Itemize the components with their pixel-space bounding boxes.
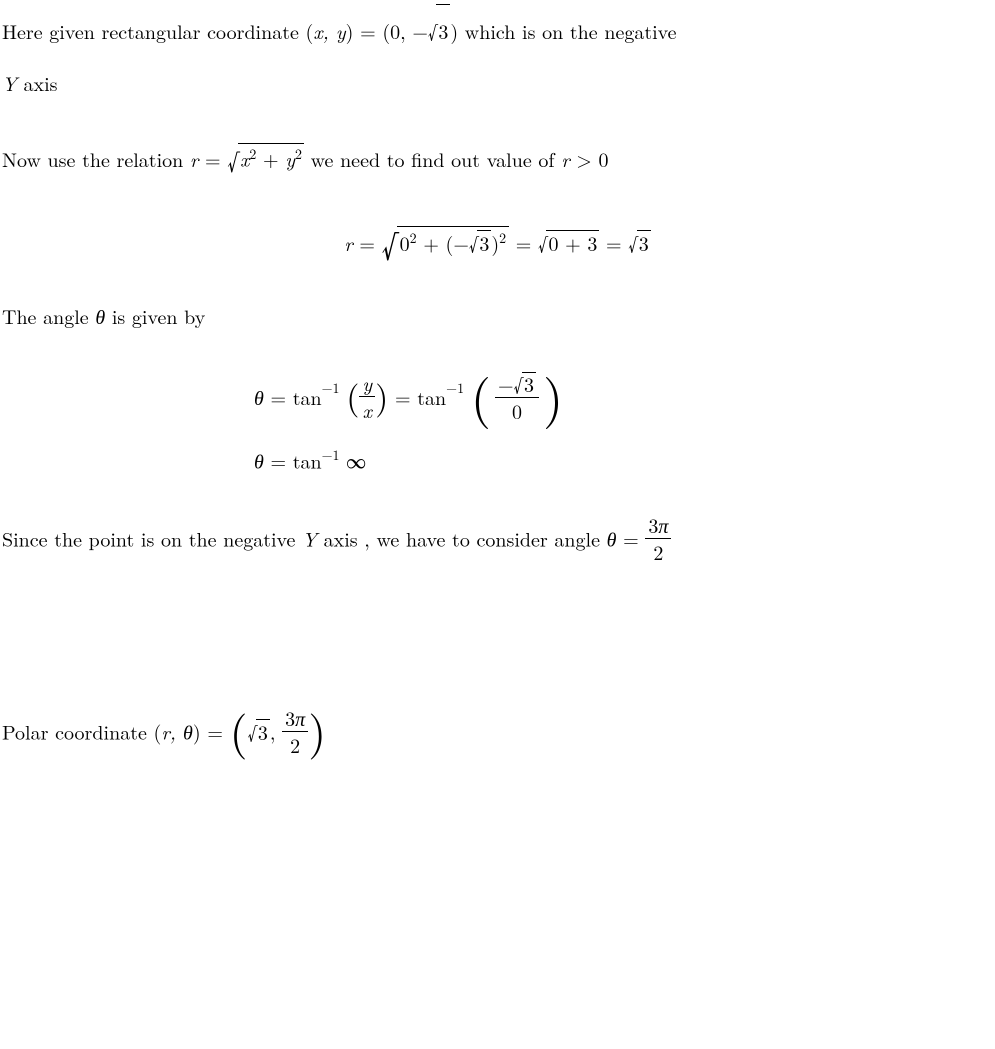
denominator: x [359,397,375,421]
sqrt-big: √02 + (−√3)2 [382,217,510,258]
var-r-theta: r, θ [161,717,193,746]
exp-2: 2 [249,144,256,164]
vertical-gap [2,573,993,647]
equation-theta-block: θ = tan−1 (yx) = tan−1 (−√30) θ = tan−1 … [254,372,993,473]
text: we need to find out value of [304,144,561,173]
paren-open-big: ( [230,697,248,762]
exp-2: 2 [499,228,506,248]
sqrt-3-inner: √3 [469,230,491,255]
text: = [509,228,538,257]
denominator: 0 [495,398,539,422]
paren-close-big: ) [543,358,563,432]
var-x: x [240,144,249,173]
paragraph-polar-coord: Polar coordinate (r, θ) = (√3, 3π2) [2,707,993,756]
text: ) which is on the negative [450,16,676,45]
numerator: −√3 [495,372,539,398]
var-y: y [285,144,295,173]
text: = [599,228,628,257]
text: Since the point is on the negative [2,524,302,553]
exp-neg1: −1 [446,378,464,398]
sqrt-3: √3 [428,4,450,57]
equation-theta-line2: θ = tan−1 ∞ [254,448,993,473]
numerator: 3π [282,707,308,732]
text: ) [491,228,499,257]
paren-open-big: ( [471,358,491,432]
text: is given by [105,301,205,330]
num-0: 0 [400,228,410,257]
frac-3pi-2: 3π2 [282,707,308,756]
radicand: 3 [522,372,536,395]
paragraph-angle: The angle θ is given by [2,304,993,328]
text: + (− [417,228,469,257]
text: = tan [264,382,322,411]
equation-theta-line1: θ = tan−1 (yx) = tan−1 (−√30) [254,372,993,422]
paren-open: ( [346,371,359,419]
exp-neg1: −1 [322,445,340,465]
text: axis [17,68,58,97]
text: = [353,228,382,257]
text: = [198,144,227,173]
numerator: 3π [645,514,671,539]
text: ) = [193,717,230,746]
numerator: y [359,372,375,397]
text: > 0 [570,144,609,173]
denominator: 2 [645,539,671,563]
sqrt-3-result: √3 [628,230,650,255]
paren-close-big: ) [308,697,326,762]
minus: − [498,369,514,398]
document-page: Here given rectangular coordinate (x, y)… [0,0,995,794]
denominator: 2 [282,732,308,756]
radicand: 3 [436,4,450,57]
text [464,382,471,411]
text: = [616,524,645,553]
text: = tan [264,445,322,474]
var-theta: θ [254,382,264,411]
var-theta: θ [254,445,264,474]
exp-2: 2 [295,144,302,164]
comma: , [270,717,282,746]
paragraph-since: Since the point is on the negative Y axi… [2,514,993,563]
paragraph-intro: Here given rectangular coordinate (x, y)… [2,4,993,109]
text: = tan [388,382,446,411]
var-theta: θ [607,524,617,553]
radicand: 3 [637,230,651,255]
frac-y-x: yx [359,372,375,421]
var-theta: θ [95,301,105,330]
var-r: r [344,228,352,257]
text: Polar coordinate ( [2,717,161,746]
text: ) = (0, − [346,16,428,45]
exp-2: 2 [410,228,417,248]
sqrt-0-3: √0 + 3 [538,230,599,255]
infinity: ∞ [340,445,367,474]
frac-3pi-2: 3π2 [645,514,671,563]
radicand: 0 + 3 [546,230,599,255]
frac-neg-sqrt3-0: −√30 [491,372,543,422]
sqrt-3: √3 [514,372,536,395]
paragraph-relation: Now use the relation r = √x2 + y2 we nee… [2,143,993,173]
text: Here given rectangular coordinate ( [2,16,313,45]
text: Now use the relation [2,144,190,173]
equation-r-value: r = √02 + (−√3)2 = √0 + 3 = √3 [2,217,993,258]
sqrt-x2-y2: √x2 + y2 [227,143,304,173]
paren-close: ) [375,371,388,419]
text: axis , we have to consider angle [317,524,607,553]
var-xy: x, y [313,16,345,45]
var-Y: Y [2,68,17,97]
var-r: r [561,144,569,173]
text: + [256,144,285,173]
radicand: 3 [477,230,491,255]
var-Y: Y [302,524,317,553]
sqrt-3: √3 [247,719,269,744]
exp-neg1: −1 [322,378,340,398]
radicand: 3 [256,719,270,744]
text: The angle [2,301,95,330]
